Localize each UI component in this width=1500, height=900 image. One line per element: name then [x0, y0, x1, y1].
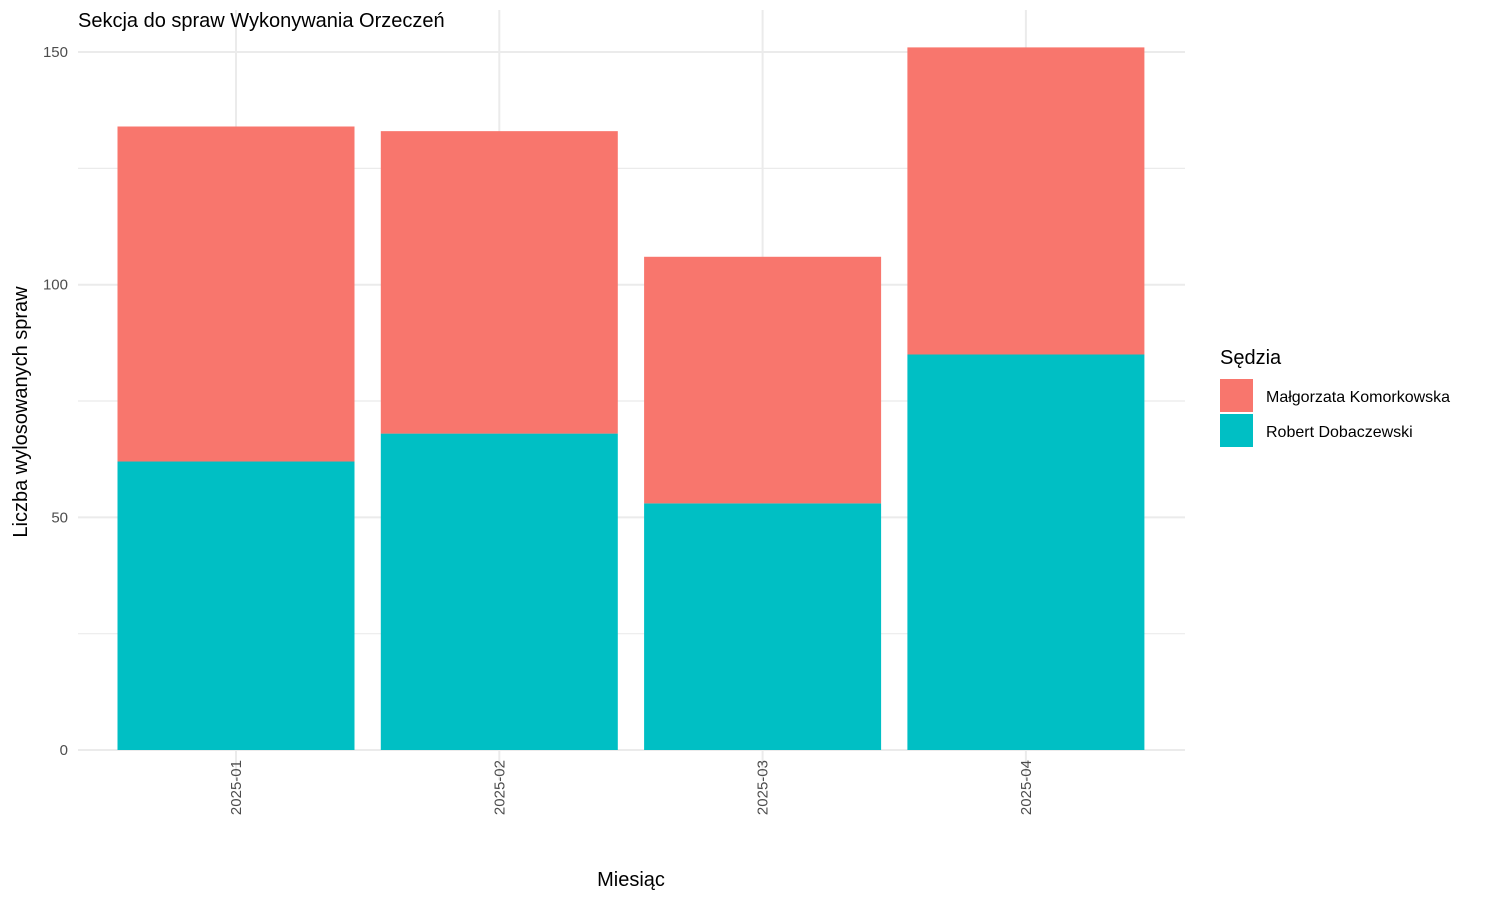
bar-segment	[117, 461, 355, 750]
y-tick-label: 150	[43, 44, 68, 61]
y-axis-title: Liczba wylosowanych spraw	[10, 286, 32, 538]
y-tick-label: 100	[43, 277, 68, 294]
y-axis-ticks: 0 50 100 150	[43, 44, 68, 759]
x-tick-label: 2025-02	[491, 760, 508, 815]
legend-swatch	[1220, 379, 1253, 412]
bar-segment	[644, 503, 882, 750]
legend-swatch	[1220, 414, 1253, 447]
x-axis-title: Miesiąc	[597, 869, 665, 891]
x-axis-ticks: 2025-01 2025-02 2025-03 2025-04	[228, 760, 1035, 815]
bar-segment	[380, 433, 618, 750]
legend-label: Małgorzata Komorkowska	[1266, 389, 1450, 406]
legend-title: Sędzia	[1220, 347, 1282, 369]
y-tick-label: 50	[51, 509, 68, 526]
bar-segment	[117, 126, 355, 462]
bar-segment	[380, 131, 618, 434]
bar-segment	[907, 47, 1145, 355]
legend-items: Małgorzata Komorkowska Robert Dobaczewski	[1220, 379, 1450, 447]
bars	[117, 47, 1145, 750]
bar-segment	[907, 354, 1145, 750]
chart-title: Sekcja do spraw Wykonywania Orzeczeń	[78, 10, 445, 32]
x-tick-label: 2025-03	[755, 760, 772, 815]
x-tick-label: 2025-01	[228, 760, 245, 815]
x-tick-label: 2025-04	[1018, 760, 1035, 815]
y-tick-label: 0	[60, 742, 68, 759]
bar-segment	[644, 256, 882, 504]
legend-label: Robert Dobaczewski	[1266, 424, 1413, 441]
legend: Sędzia Małgorzata Komorkowska Robert Doba…	[1220, 347, 1450, 447]
